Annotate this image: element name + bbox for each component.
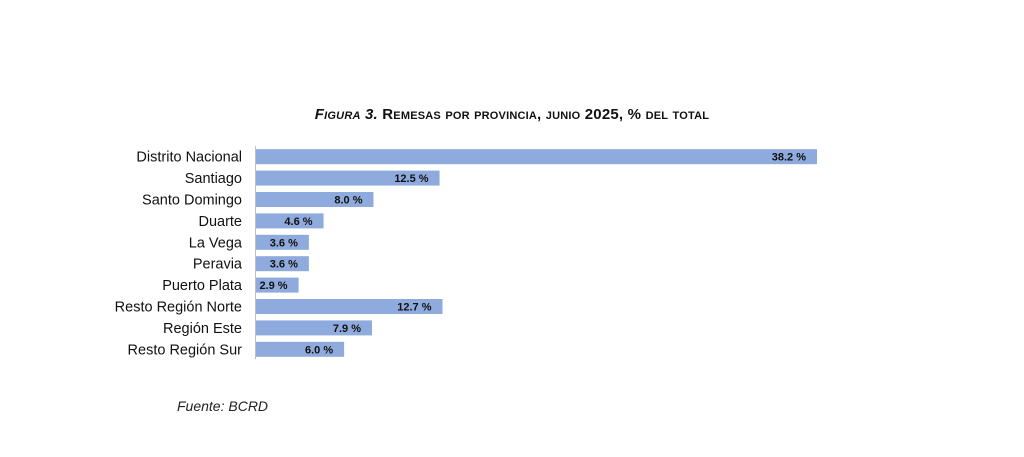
category-label: Región Este [163,321,242,337]
data-label: 2.9 % [259,280,287,292]
data-label: 4.6 % [284,216,312,228]
category-label: La Vega [189,235,243,251]
bar [256,277,299,293]
bar [256,256,309,272]
data-label: 7.9 % [333,323,361,335]
bar [256,299,443,314]
bar [256,320,373,336]
figure-label: Figura 3. [314,106,378,123]
category-label: Resto Región Sur [128,342,243,358]
source-note: Fuente: BCRD [177,398,269,414]
bar [256,192,374,207]
bar [256,213,324,229]
bar [256,149,817,165]
data-label: 6.0 % [305,344,333,356]
data-label: 3.6 % [270,259,298,271]
bar [256,341,345,357]
chart-title: Figura 3. Remesas por provincia, junio 2… [0,106,1024,123]
category-label: Peravia [193,257,243,273]
data-label: 3.6 % [270,237,298,249]
category-label: Duarte [198,214,242,230]
bar [256,170,440,186]
category-label: Santiago [185,171,242,187]
data-label: 38.2 % [772,152,806,164]
data-label: 12.7 % [397,302,431,314]
data-label: 12.5 % [394,173,428,185]
figure-title-text: Remesas por provincia, junio 2025, % del… [382,106,710,123]
bars-group: Distrito Nacional 38.2 % Santiago 12.5 % San… [115,149,817,358]
category-label: Distrito Nacional [136,150,242,166]
category-label: Resto Región Norte [115,300,242,316]
category-label: Santo Domingo [142,193,242,209]
data-label: 8.0 % [334,195,362,207]
category-label: Puerto Plata [162,278,243,294]
bar [256,234,309,250]
